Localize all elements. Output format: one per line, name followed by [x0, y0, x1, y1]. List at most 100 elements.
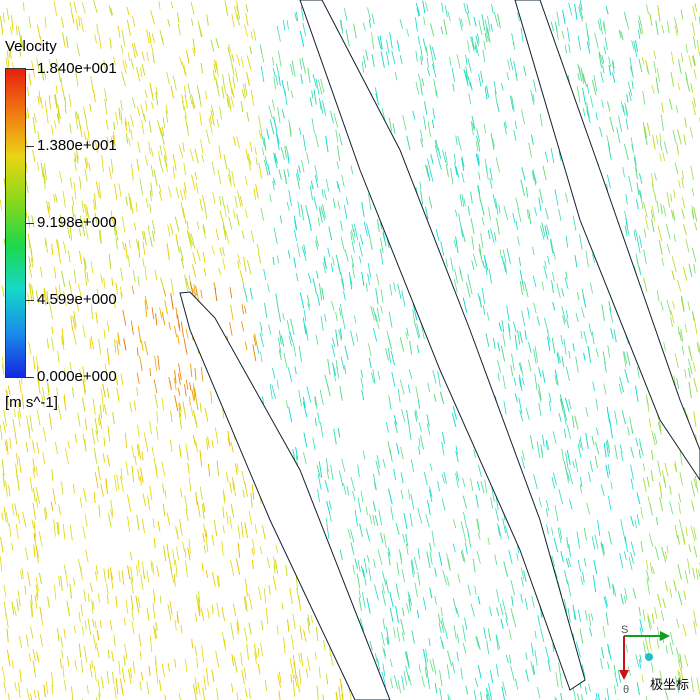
vector: [2, 420, 6, 433]
vector: [298, 165, 301, 174]
vector: [604, 362, 607, 373]
legend-tick: [26, 146, 34, 147]
vector: [691, 21, 696, 36]
vector: [363, 221, 368, 237]
vector: [396, 443, 400, 455]
vector: [571, 415, 575, 428]
vector: [174, 370, 177, 384]
vector: [360, 490, 364, 503]
vector: [303, 309, 307, 322]
vector: [14, 503, 18, 517]
vector: [591, 536, 596, 550]
vector: [236, 463, 239, 472]
vector: [578, 6, 583, 22]
vector: [403, 513, 408, 530]
vector: [28, 16, 32, 29]
vector: [572, 343, 575, 352]
vector: [339, 328, 343, 340]
vector: [32, 467, 36, 479]
triad-dot: [645, 653, 653, 661]
vector: [423, 16, 426, 26]
vector: [576, 641, 581, 658]
vector: [84, 645, 88, 663]
vector: [391, 50, 396, 64]
vector: [693, 96, 697, 108]
vector: [423, 649, 427, 665]
vector: [381, 583, 385, 594]
vector: [78, 16, 81, 27]
vector: [583, 558, 587, 567]
vector: [338, 686, 341, 700]
vector: [548, 392, 552, 403]
vector: [236, 136, 240, 149]
vector: [279, 215, 283, 224]
vector: [550, 148, 555, 163]
vector: [648, 418, 652, 428]
vector: [137, 326, 142, 343]
vector: [546, 224, 550, 236]
vector: [276, 379, 279, 389]
vector: [278, 690, 281, 700]
vector: [229, 322, 233, 336]
vector: [442, 570, 448, 586]
vector: [620, 451, 624, 462]
vector: [627, 426, 630, 436]
vector: [244, 341, 248, 350]
vector: [76, 155, 79, 164]
vector: [131, 620, 135, 635]
vector: [679, 331, 682, 342]
vector: [129, 197, 134, 214]
vector: [232, 477, 235, 490]
vector: [85, 157, 89, 168]
vector: [485, 333, 490, 347]
vector: [546, 508, 548, 517]
vector: [677, 534, 680, 545]
vector: [120, 44, 124, 54]
vector: [149, 204, 152, 214]
vector: [496, 218, 500, 235]
vector: [178, 444, 182, 456]
vector: [64, 96, 67, 107]
vector: [642, 90, 646, 105]
vector: [114, 686, 117, 699]
vector: [267, 163, 271, 176]
vector: [400, 618, 405, 635]
vector: [483, 41, 486, 50]
vector: [184, 274, 188, 292]
vector: [28, 283, 33, 301]
vector: [83, 218, 87, 230]
vector: [582, 73, 588, 88]
vector: [362, 450, 366, 460]
vector: [198, 591, 201, 604]
vector: [8, 45, 11, 58]
vector: [86, 138, 89, 148]
vector: [518, 397, 523, 414]
vector: [192, 383, 196, 400]
vector: [350, 232, 353, 241]
vector: [129, 552, 133, 561]
vector: [127, 565, 131, 580]
vector: [521, 377, 525, 386]
vector: [580, 67, 585, 83]
vector: [237, 253, 241, 265]
vector: [139, 650, 142, 660]
vector: [390, 350, 395, 366]
vector: [691, 205, 695, 219]
vector: [323, 189, 327, 201]
vector: [194, 368, 197, 380]
vector: [646, 4, 649, 15]
vector: [465, 54, 468, 66]
vector: [174, 395, 179, 412]
vector: [477, 33, 480, 44]
vector: [178, 403, 182, 418]
vector: [243, 667, 247, 680]
vector: [149, 190, 152, 202]
vector: [599, 17, 603, 35]
vector: [240, 100, 244, 113]
vector: [94, 452, 98, 465]
vector: [593, 559, 598, 575]
vector: [362, 22, 366, 31]
vector: [471, 260, 475, 271]
vector: [161, 461, 166, 477]
vector: [329, 647, 332, 657]
